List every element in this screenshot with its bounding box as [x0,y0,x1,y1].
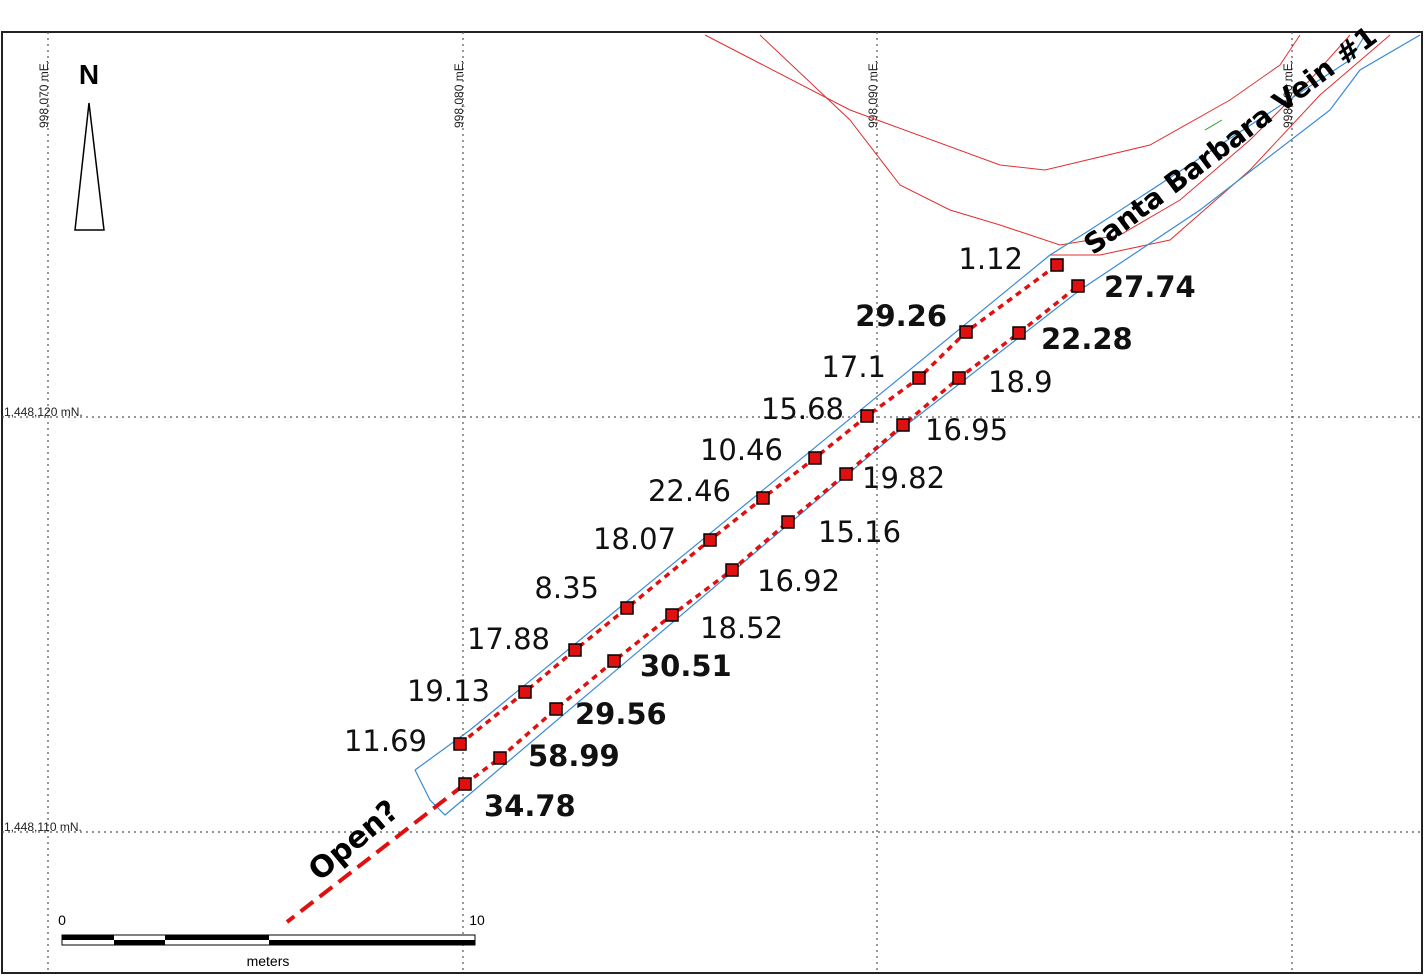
north-label: N [79,59,99,90]
sample-point [808,451,822,465]
sample-value: 18.9 [988,365,1053,399]
sample-point [756,491,770,505]
sample-value: 15.68 [761,392,844,426]
sample-point [896,418,910,432]
sample-value: 18.52 [700,611,783,645]
sample-value: 34.78 [484,789,576,823]
sample-value: 22.28 [1041,322,1133,356]
sample-point [912,371,926,385]
scale-end: 10 [469,912,485,928]
sample-point [959,325,973,339]
sample-value: 17.88 [467,622,550,656]
sample-point [1050,258,1064,272]
sample-point [453,737,467,751]
sample-value: 16.95 [925,413,1008,447]
sample-point [665,608,679,622]
sample-value: 27.74 [1104,270,1196,304]
marker [1204,119,1223,131]
grid-lines [2,32,1422,973]
sample-value: 8.35 [534,571,599,605]
northing-label: 1,448,120 mN. [4,405,83,419]
scale-bar: 0 10 meters [58,912,485,969]
sample-value: 29.26 [855,299,947,333]
grid-labels: 998,070 mE. 998,080 mE. 998,090 mE. 998,… [4,60,1295,834]
sample-point [458,777,472,791]
sample-value: 10.46 [700,433,783,467]
sample-point [1071,279,1085,293]
sample-value: 17.1 [821,350,886,384]
sample-value: 18.07 [593,522,676,556]
sample-point [549,702,563,716]
sample-point [493,751,507,765]
sample-point [952,371,966,385]
sample-point [703,533,717,547]
sample-point [1012,326,1026,340]
easting-label: 998,090 mE. [866,60,880,128]
easting-label: 998,080 mE. [452,60,466,128]
sample-value: 22.46 [648,474,731,508]
sample-value: 58.99 [528,739,620,773]
sample-value: 1.12 [958,242,1023,276]
sample-point [839,467,853,481]
sample-point [781,515,795,529]
sample-value: 29.56 [575,697,667,731]
sample-value: 30.51 [640,649,732,683]
sample-point [568,643,582,657]
scale-unit: meters [247,953,290,969]
northing-label: 1,448,110 mN. [4,820,82,834]
easting-label: 998,100 mE. [1281,60,1295,128]
sample-value: 11.69 [344,724,427,758]
sample-point [518,685,532,699]
sample-line [463,284,1080,786]
easting-label: 998,070 mE. [37,60,51,128]
sample-value: 19.13 [407,674,490,708]
sample-point [620,601,634,615]
sample-point [607,654,621,668]
contours [704,34,1391,256]
scale-start: 0 [58,912,66,928]
sample-value: 19.82 [862,461,945,495]
sample-point [725,563,739,577]
sample-value: 16.92 [757,564,840,598]
north-arrow: N [74,59,105,231]
frame [1,31,1423,974]
sample-value: 15.16 [818,515,901,549]
sample-point [860,409,874,423]
open-extension [285,782,467,924]
